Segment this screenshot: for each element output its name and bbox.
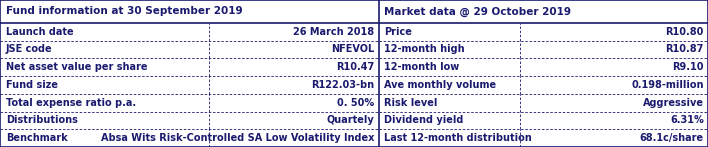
Text: JSE code: JSE code	[6, 44, 52, 54]
Text: Price: Price	[384, 27, 412, 37]
Text: Fund size: Fund size	[6, 80, 57, 90]
Text: R9.10: R9.10	[673, 62, 704, 72]
Text: 26 March 2018: 26 March 2018	[293, 27, 375, 37]
Text: Distributions: Distributions	[6, 115, 78, 125]
Text: R122.03-bn: R122.03-bn	[312, 80, 375, 90]
Text: 0. 50%: 0. 50%	[338, 98, 375, 108]
Text: Dividend yield: Dividend yield	[384, 115, 464, 125]
Text: Launch date: Launch date	[6, 27, 74, 37]
Text: NFEVOL: NFEVOL	[331, 44, 375, 54]
Text: Last 12-month distribution: Last 12-month distribution	[384, 133, 532, 143]
Text: R10.80: R10.80	[666, 27, 704, 37]
Text: 6.31%: 6.31%	[670, 115, 704, 125]
Text: 12-month low: 12-month low	[384, 62, 459, 72]
Text: Benchmark: Benchmark	[6, 133, 67, 143]
Text: Quartely: Quartely	[327, 115, 375, 125]
Text: 68.1c/share: 68.1c/share	[639, 133, 704, 143]
Text: Absa Wits Risk-Controlled SA Low Volatility Index: Absa Wits Risk-Controlled SA Low Volatil…	[101, 133, 375, 143]
Text: Aggressive: Aggressive	[643, 98, 704, 108]
Text: 0.198-million: 0.198-million	[632, 80, 704, 90]
Text: R10.87: R10.87	[666, 44, 704, 54]
Text: Net asset value per share: Net asset value per share	[6, 62, 147, 72]
Text: Fund information at 30 September 2019: Fund information at 30 September 2019	[6, 6, 242, 16]
Text: 12-month high: 12-month high	[384, 44, 465, 54]
Text: Risk level: Risk level	[384, 98, 438, 108]
Text: Total expense ratio p.a.: Total expense ratio p.a.	[6, 98, 136, 108]
Text: R10.47: R10.47	[336, 62, 375, 72]
Text: Market data @ 29 October 2019: Market data @ 29 October 2019	[384, 6, 571, 16]
Text: Ave monthly volume: Ave monthly volume	[384, 80, 496, 90]
